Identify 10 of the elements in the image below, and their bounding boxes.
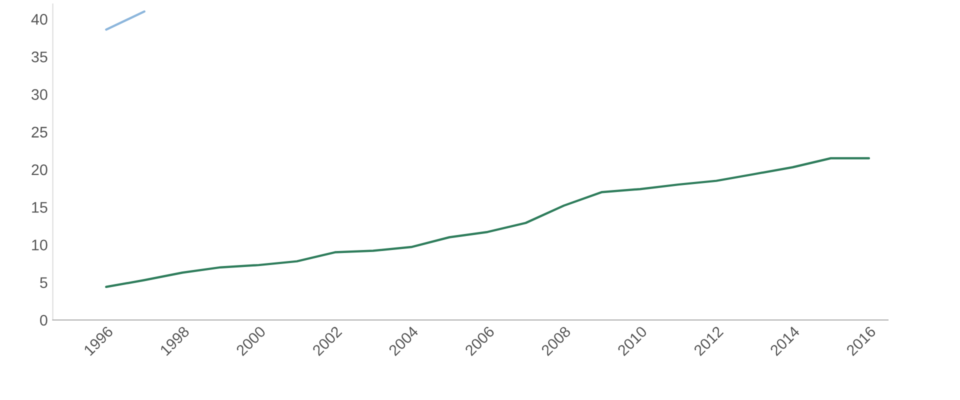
y-tick-label: 0 [40, 314, 48, 326]
y-tick-label: 20 [32, 164, 48, 176]
y-tick-label: 5 [40, 277, 48, 288]
y-tick-label: 25 [32, 126, 48, 138]
y-tick-label: 30 [32, 89, 48, 100]
y-tick-label: 35 [32, 52, 48, 62]
line-series [105, 157, 870, 288]
y-tick-label: 40 [31, 14, 48, 25]
y-tick-label: 10 [32, 240, 48, 250]
y-tick-label: 15 [32, 202, 48, 213]
